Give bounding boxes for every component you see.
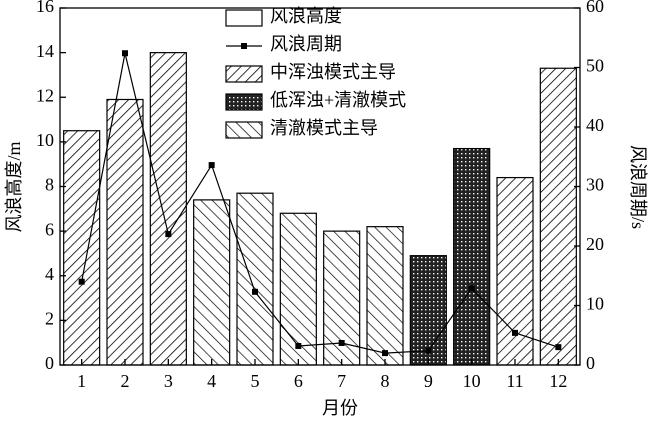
bar xyxy=(63,130,101,366)
legend-label: 风浪周期 xyxy=(270,34,342,54)
bar xyxy=(366,226,404,366)
y-tick-label: 2 xyxy=(45,309,54,329)
x-axis-label: 月份 xyxy=(322,398,358,418)
period-marker xyxy=(425,347,432,354)
period-marker xyxy=(122,50,128,57)
x-tick-label: 10 xyxy=(463,371,481,391)
y-tick-label: 8 xyxy=(45,175,54,195)
y2-tick-label: 0 xyxy=(586,353,595,373)
period-marker xyxy=(295,342,302,349)
legend-swatch xyxy=(225,65,263,83)
y2-axis-label: 风浪周期/s xyxy=(628,145,648,229)
period-marker xyxy=(382,350,388,357)
y-tick-label: 14 xyxy=(36,41,54,61)
x-tick-label: 6 xyxy=(294,371,303,391)
y2-tick-label: 30 xyxy=(586,175,604,195)
legend-label: 清澈模式主导 xyxy=(270,118,378,138)
x-tick-label: 2 xyxy=(121,371,130,391)
x-tick-label: 5 xyxy=(251,371,260,391)
y-axis-label: 风浪高度/m xyxy=(4,141,24,232)
y2-tick-label: 60 xyxy=(586,0,604,16)
y2-tick-label: 50 xyxy=(586,56,604,76)
legend-swatch xyxy=(225,121,263,139)
period-line xyxy=(81,53,559,354)
period-marker xyxy=(208,162,215,169)
x-tick-label: 7 xyxy=(337,371,346,391)
legend-swatch xyxy=(225,9,263,27)
legend-swatch xyxy=(225,93,263,111)
legend-swatch xyxy=(241,43,247,49)
x-tick-label: 9 xyxy=(424,371,433,391)
y-tick-label: 12 xyxy=(36,85,54,105)
y-tick-label: 4 xyxy=(45,264,54,284)
bar xyxy=(236,192,274,366)
period-marker xyxy=(555,344,562,351)
bar xyxy=(149,52,187,366)
x-tick-label: 12 xyxy=(549,371,567,391)
bar xyxy=(106,98,144,366)
y-tick-label: 10 xyxy=(36,130,54,150)
legend-label: 风浪高度 xyxy=(270,6,342,26)
x-tick-label: 1 xyxy=(77,371,86,391)
bar xyxy=(409,255,447,366)
legend-label: 低浑浊+清澈模式 xyxy=(270,90,406,110)
period-marker xyxy=(78,278,85,285)
bar xyxy=(323,230,361,366)
y-tick-label: 6 xyxy=(45,219,54,239)
bar xyxy=(539,67,577,366)
y2-tick-label: 40 xyxy=(586,115,604,135)
y-tick-label: 16 xyxy=(36,0,54,16)
y2-tick-label: 10 xyxy=(586,294,604,314)
x-tick-label: 11 xyxy=(506,371,523,391)
x-tick-label: 8 xyxy=(381,371,390,391)
period-marker xyxy=(468,285,475,292)
period-marker xyxy=(252,288,258,295)
period-marker xyxy=(512,329,518,336)
legend-label: 中浑浊模式主导 xyxy=(270,62,396,82)
y-tick-label: 0 xyxy=(45,353,54,373)
period-marker xyxy=(338,339,345,346)
y2-tick-label: 20 xyxy=(586,234,604,254)
bar xyxy=(193,199,231,366)
x-tick-label: 3 xyxy=(164,371,173,391)
period-marker xyxy=(165,231,172,238)
x-tick-label: 4 xyxy=(207,371,216,391)
bar xyxy=(279,212,317,366)
bar xyxy=(453,147,491,366)
